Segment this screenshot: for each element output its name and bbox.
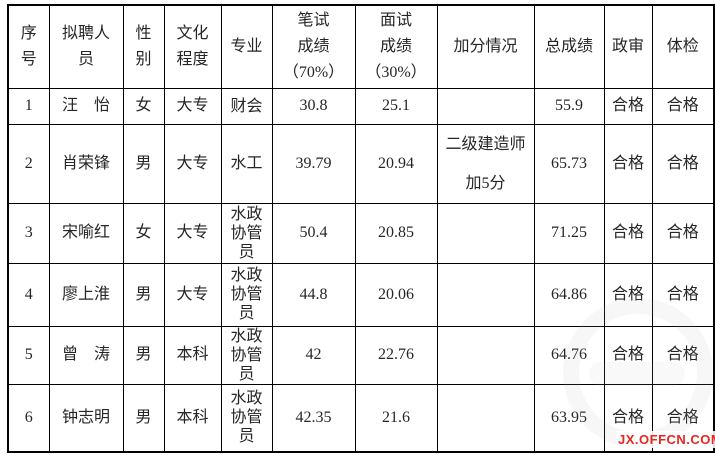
cell-written: 39.79 bbox=[271, 123, 356, 204]
cell-written: 44.8 bbox=[271, 262, 356, 327]
cell-no: 4 bbox=[7, 262, 50, 327]
table-row: 3 宋喻红女大专 水政 协管 员 50.4 20.85 71.25 合格 合格 bbox=[7, 202, 715, 264]
cell-edu: 大专 bbox=[163, 202, 222, 264]
cell-major: 水政 协管 员 bbox=[220, 325, 273, 385]
cell-written: 42 bbox=[271, 325, 356, 385]
cell-edu: 大专 bbox=[163, 123, 222, 204]
cell-bonus bbox=[436, 325, 535, 385]
cell-no: 5 bbox=[7, 325, 50, 385]
cell-written: 50.4 bbox=[271, 202, 356, 264]
cell-no: 3 bbox=[7, 202, 50, 264]
cell-name: 钟志明 bbox=[48, 383, 124, 453]
col-header-no: 序 号 bbox=[7, 4, 50, 89]
cell-major: 水政 协管 员 bbox=[220, 262, 273, 327]
col-header-political: 政审 bbox=[603, 4, 653, 89]
cell-name: 曾 涛 bbox=[48, 325, 124, 385]
cell-interview: 21.6 bbox=[354, 383, 438, 453]
table-row: 6 钟志明男本科 水政 协管 员 42.35 21.6 63.95 合格 合格 bbox=[7, 383, 715, 453]
cell-name: 肖荣锋 bbox=[48, 123, 124, 204]
cell-written: 42.35 bbox=[271, 383, 356, 453]
cell-edu: 本科 bbox=[163, 325, 222, 385]
cell-political: 合格 bbox=[603, 123, 653, 204]
cell-total: 55.9 bbox=[533, 87, 605, 125]
cell-major: 财会 bbox=[220, 87, 273, 125]
col-header-edu: 文化 程度 bbox=[163, 4, 222, 89]
cell-major: 水政 协管 员 bbox=[220, 202, 273, 264]
cell-physical: 合格 bbox=[651, 262, 715, 327]
cell-gender: 男 bbox=[122, 123, 165, 204]
cell-political: 合格 bbox=[603, 202, 653, 264]
cell-bonus bbox=[436, 87, 535, 125]
cell-no: 6 bbox=[7, 383, 50, 453]
cell-physical: 合格 bbox=[651, 325, 715, 385]
cell-name: 宋喻红 bbox=[48, 202, 124, 264]
col-header-bonus: 加分情况 bbox=[436, 4, 535, 89]
cell-political: 合格 bbox=[603, 87, 653, 125]
cell-gender: 女 bbox=[122, 202, 165, 264]
cell-gender: 男 bbox=[122, 383, 165, 453]
table-row: 2 肖荣锋男大专 水工 39.79 20.94 二级建造师 加5分 65.73 合格 合格 bbox=[7, 123, 715, 204]
cell-interview: 20.06 bbox=[354, 262, 438, 327]
cell-written: 30.8 bbox=[271, 87, 356, 125]
cell-no: 1 bbox=[7, 87, 50, 125]
cell-edu: 大专 bbox=[163, 87, 222, 125]
col-header-interview: 面试 成绩 （30%） bbox=[354, 4, 438, 89]
col-header-written: 笔试 成绩 （70%） bbox=[271, 4, 356, 89]
cell-physical: 合格 bbox=[651, 87, 715, 125]
col-header-total: 总成绩 bbox=[533, 4, 605, 89]
cell-gender: 男 bbox=[122, 262, 165, 327]
cell-total: 71.25 bbox=[533, 202, 605, 264]
cell-political: 合格 bbox=[603, 325, 653, 385]
cell-gender: 男 bbox=[122, 325, 165, 385]
cell-no: 2 bbox=[7, 123, 50, 204]
cell-interview: 20.94 bbox=[354, 123, 438, 204]
cell-bonus bbox=[436, 383, 535, 453]
cell-total: 64.76 bbox=[533, 325, 605, 385]
cell-interview: 22.76 bbox=[354, 325, 438, 385]
site-watermark: JX.OFFCN.COM bbox=[616, 431, 715, 448]
cell-total: 63.95 bbox=[533, 383, 605, 453]
cell-total: 64.86 bbox=[533, 262, 605, 327]
cell-total: 65.73 bbox=[533, 123, 605, 204]
cell-political: 合格 bbox=[603, 262, 653, 327]
cell-interview: 20.85 bbox=[354, 202, 438, 264]
col-header-physical: 体检 bbox=[651, 4, 715, 89]
cell-major: 水工 bbox=[220, 123, 273, 204]
cell-name: 汪 怡 bbox=[48, 87, 124, 125]
cell-major: 水政 协管 员 bbox=[220, 383, 273, 453]
cell-bonus: 二级建造师 加5分 bbox=[436, 123, 535, 204]
cell-interview: 25.1 bbox=[354, 87, 438, 125]
cell-physical: 合格 bbox=[651, 123, 715, 204]
cell-bonus bbox=[436, 202, 535, 264]
cell-physical: 合格 bbox=[651, 202, 715, 264]
table-header: 序 号拟聘人 员性 别文化 程度 专业 笔试 成绩 （70%） 面试 成绩 （30%）… bbox=[7, 4, 715, 89]
col-header-major: 专业 bbox=[220, 4, 273, 89]
header-row: 序 号拟聘人 员性 别文化 程度 专业 笔试 成绩 （70%） 面试 成绩 （30%）… bbox=[7, 4, 715, 89]
cell-gender: 女 bbox=[122, 87, 165, 125]
col-header-gender: 性 别 bbox=[122, 4, 165, 89]
cell-edu: 本科 bbox=[163, 383, 222, 453]
recruitment-results-table: 序 号拟聘人 员性 别文化 程度 专业 笔试 成绩 （70%） 面试 成绩 （30%）… bbox=[7, 4, 715, 453]
cell-name: 廖上淮 bbox=[48, 262, 124, 327]
cell-edu: 大专 bbox=[163, 262, 222, 327]
cell-bonus bbox=[436, 262, 535, 327]
col-header-name: 拟聘人 员 bbox=[48, 4, 124, 89]
table-row: 4 廖上淮男大专 水政 协管 员 44.8 20.06 64.86 合格 合格 bbox=[7, 262, 715, 327]
